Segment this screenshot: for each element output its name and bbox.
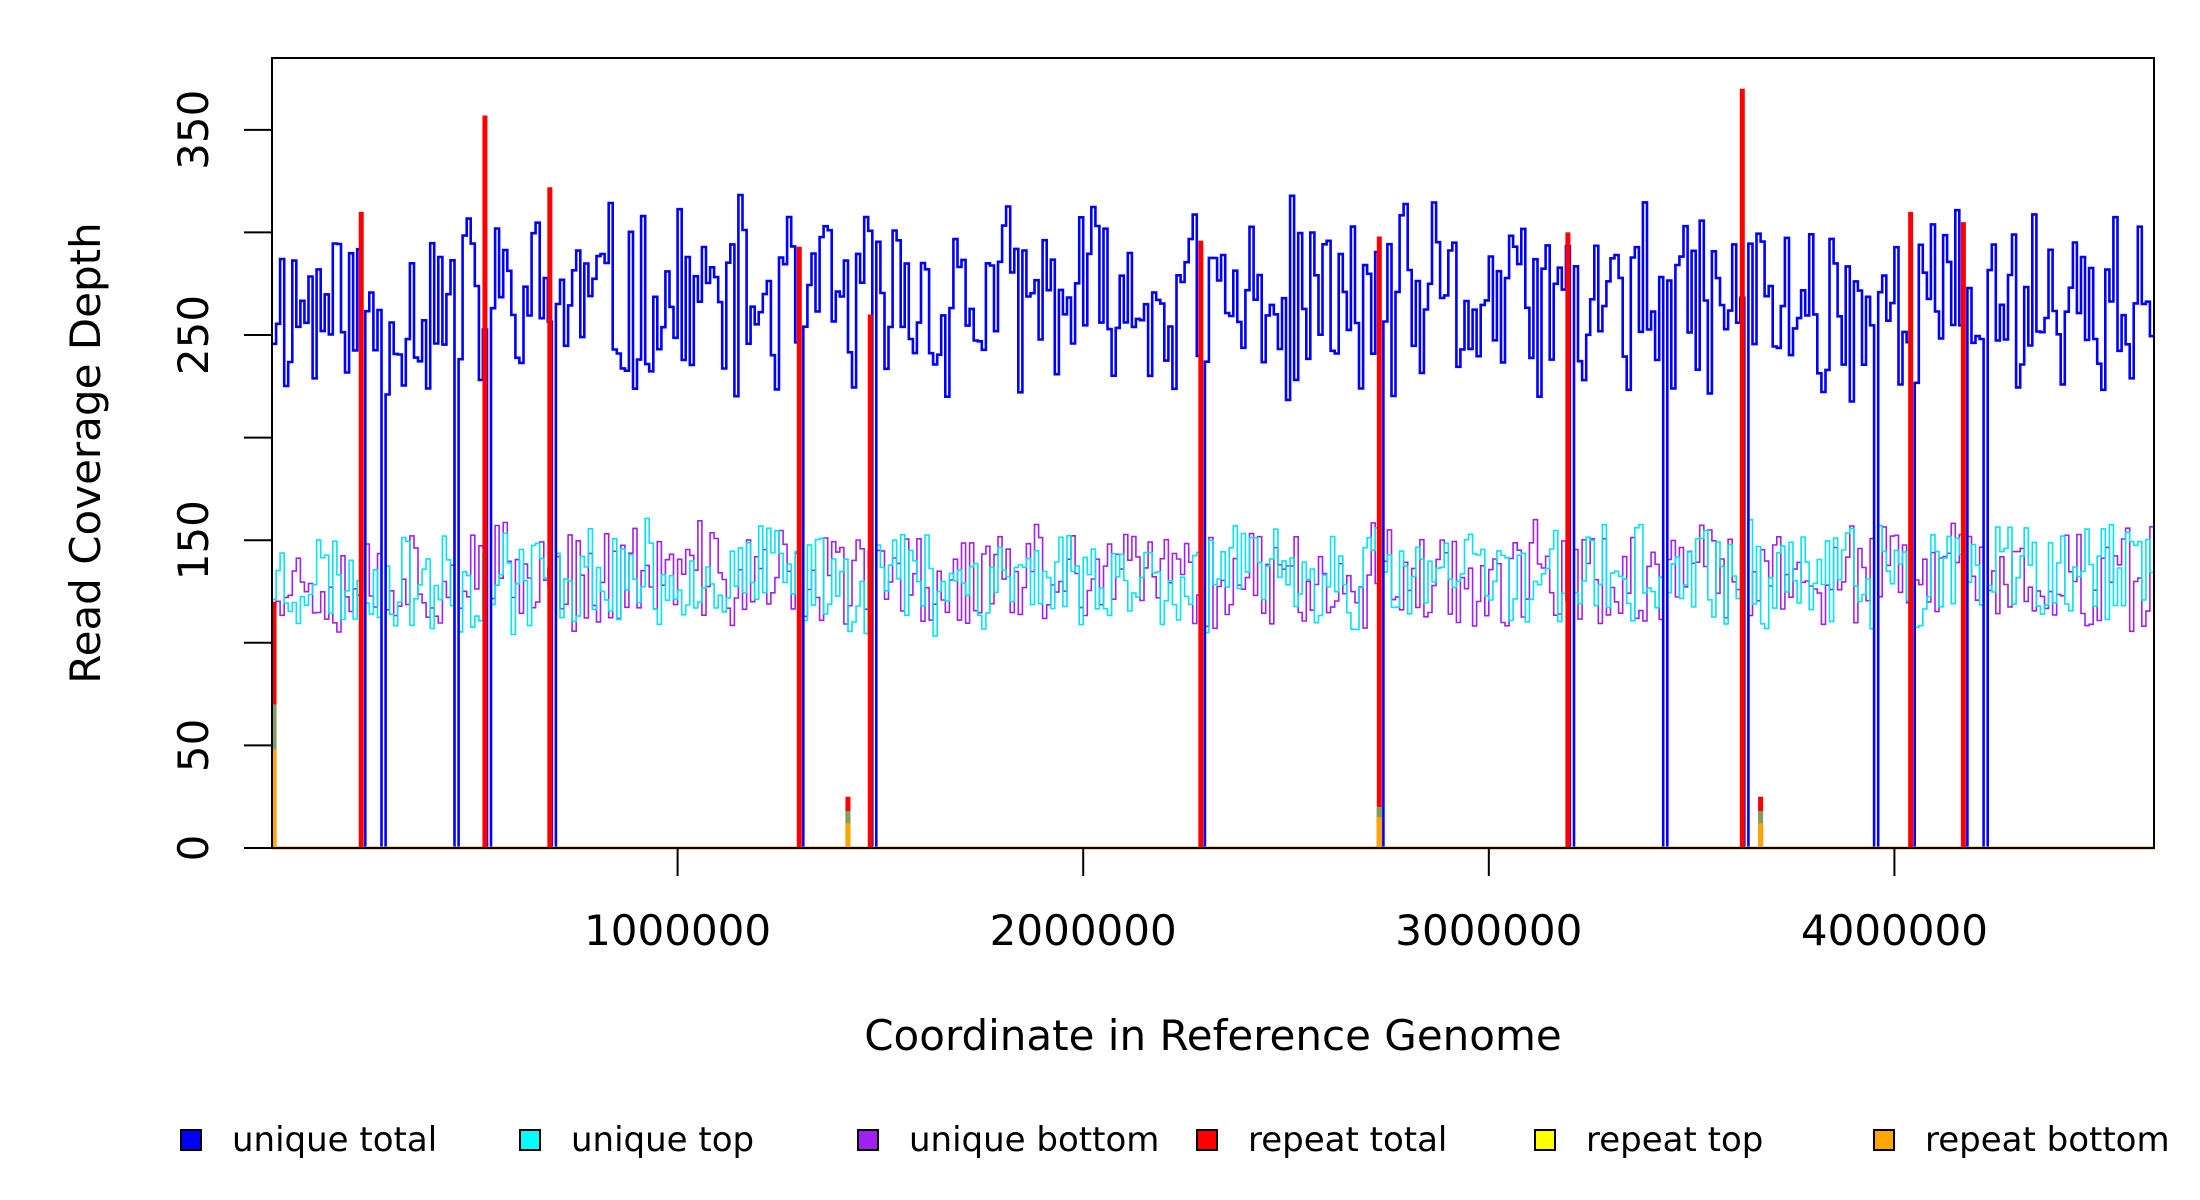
legend-swatch-unique-top xyxy=(519,1129,541,1151)
legend-swatch-repeat-total xyxy=(1196,1129,1218,1151)
legend-swatch-unique-bottom xyxy=(857,1129,879,1151)
x-tick-label: 1000000 xyxy=(584,906,771,955)
legend-label-repeat-top: repeat top xyxy=(1586,1120,1764,1160)
legend-label-unique-bottom: unique bottom xyxy=(909,1120,1160,1160)
y-tick-label: 350 xyxy=(169,90,218,170)
legend-swatch-unique-total xyxy=(180,1129,202,1151)
legend-label-unique-total: unique total xyxy=(232,1120,438,1160)
legend-swatch-repeat-top xyxy=(1534,1129,1556,1151)
legend-item-repeat-total: repeat total xyxy=(1196,1110,1447,1170)
y-tick-label: 50 xyxy=(169,719,218,772)
series-line-unique-top xyxy=(272,517,2154,849)
legend-label-repeat-total: repeat total xyxy=(1248,1120,1448,1160)
x-tick-label: 3000000 xyxy=(1395,906,1582,955)
x-tick-label: 4000000 xyxy=(1801,906,1988,955)
legend-item-unique-top: unique top xyxy=(519,1110,754,1170)
y-tick-label: 0 xyxy=(169,835,218,862)
axes-layer: 0 50 150 250 350 1000000 2000000 3000000 4000000 xyxy=(169,90,1988,955)
y-tick-label: 150 xyxy=(169,500,218,580)
legend-item-repeat-bottom: repeat bottom xyxy=(1873,1110,2170,1170)
legend-label-unique-top: unique top xyxy=(571,1120,755,1160)
plot-frame xyxy=(271,57,2155,849)
legend-item-unique-total: unique total xyxy=(180,1110,437,1170)
x-tick-label: 2000000 xyxy=(990,906,1177,955)
y-axis-label: Read Coverage Depth xyxy=(61,222,110,683)
plot-layer xyxy=(271,88,2154,850)
legend-swatch-repeat-bottom xyxy=(1873,1129,1895,1151)
series-line-unique-total xyxy=(272,193,2154,850)
x-axis-label: Coordinate in Reference Genome xyxy=(864,1011,1562,1060)
legend-item-repeat-top: repeat top xyxy=(1534,1110,1763,1170)
y-tick-label: 250 xyxy=(169,295,218,375)
legend-label-repeat-bottom: repeat bottom xyxy=(1925,1120,2170,1160)
legend: unique total unique top unique bottom re… xyxy=(0,1110,2200,1170)
legend-item-unique-bottom: unique bottom xyxy=(857,1110,1159,1170)
